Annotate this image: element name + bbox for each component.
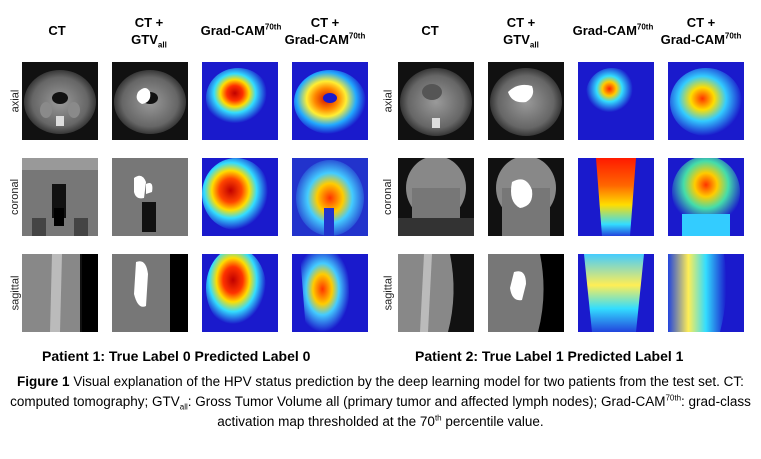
col-header-gradcam: Grad-CAM70th [572, 22, 654, 38]
ct-gtv-sagittal-image [112, 254, 188, 332]
ct-gtv-coronal-image [488, 158, 564, 236]
col-header-ct-gtv: CT + GTVall [131, 15, 167, 50]
ct-coronal-image [22, 158, 98, 236]
caption-gradcam-sup: 70th [665, 393, 682, 403]
caption-gtv-sub: all [179, 402, 188, 412]
caption-th-sup: th [434, 413, 442, 423]
ct-sagittal-image [398, 254, 474, 332]
figure-caption: Figure 1 Visual explanation of the HPV s… [8, 372, 753, 432]
ct-gradcam-coronal-image [668, 158, 744, 236]
ct-gradcam-sagittal-image [292, 254, 368, 332]
caption-text-2: : Gross Tumor Volume all (primary tumor … [187, 394, 666, 409]
patient-2-label: Patient 2: True Label 1 Predicted Label … [415, 348, 684, 364]
row-label-sagittal: sagittal [382, 275, 395, 311]
ct-gtv-axial-image [488, 62, 564, 140]
ct-gradcam-axial-image [292, 62, 368, 140]
col-header-ct: CT [48, 23, 66, 38]
ct-gtv-axial-image [112, 62, 188, 140]
ct-gradcam-sagittal-image [668, 254, 744, 332]
ct-gtv-sagittal-image [488, 254, 564, 332]
ct-axial-image [22, 62, 98, 140]
col-header-ct-gtv: CT + GTVall [503, 15, 539, 50]
gradcam-axial-image [578, 62, 654, 140]
gradcam-sagittal-image [578, 254, 654, 332]
ct-coronal-image [398, 158, 474, 236]
ct-axial-image [398, 62, 474, 140]
gradcam-coronal-image [578, 158, 654, 236]
col-header-gradcam: Grad-CAM70th [200, 22, 282, 38]
ct-sagittal-image [22, 254, 98, 332]
gradcam-sagittal-image [202, 254, 278, 332]
ct-gradcam-coronal-image [292, 158, 368, 236]
figure-label: Figure 1 [17, 374, 70, 389]
row-label-coronal: coronal [382, 178, 395, 216]
col-header-ct-gradcam: CT + Grad-CAM70th [284, 15, 366, 47]
caption-text-3: : grad-class activation map thresholded … [217, 394, 751, 429]
ct-gradcam-axial-image [668, 62, 744, 140]
gradcam-coronal-image [202, 158, 278, 236]
caption-text-4: percentile value. [441, 414, 544, 429]
gradcam-axial-image [202, 62, 278, 140]
caption-text-1: Visual explanation of the HPV status pre… [10, 374, 744, 409]
ct-gtv-coronal-image [112, 158, 188, 236]
row-label-axial: axial [382, 89, 394, 113]
col-header-ct: CT [421, 23, 439, 38]
patient-1-label: Patient 1: True Label 0 Predicted Label … [42, 348, 311, 364]
col-header-ct-gradcam: CT + Grad-CAM70th [660, 15, 742, 47]
